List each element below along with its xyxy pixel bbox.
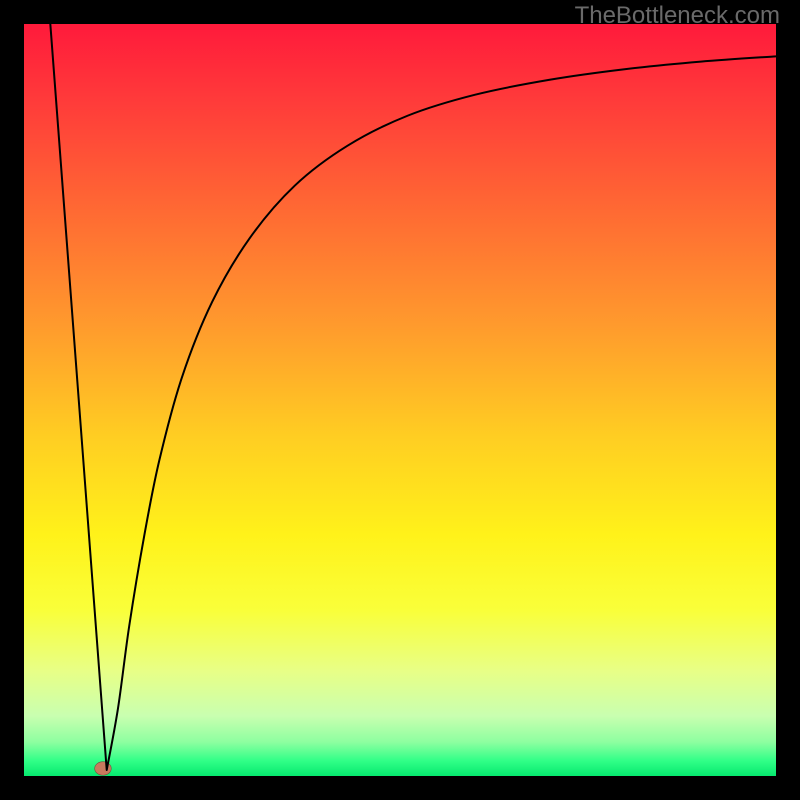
watermark-text: TheBottleneck.com <box>575 2 780 30</box>
bottleneck-curve-chart <box>24 24 776 776</box>
chart-stage: TheBottleneck.com <box>0 0 800 800</box>
gradient-background <box>24 24 776 776</box>
